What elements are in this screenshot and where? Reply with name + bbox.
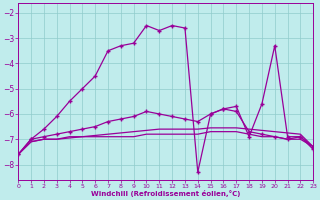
X-axis label: Windchill (Refroidissement éolien,°C): Windchill (Refroidissement éolien,°C) <box>91 190 240 197</box>
